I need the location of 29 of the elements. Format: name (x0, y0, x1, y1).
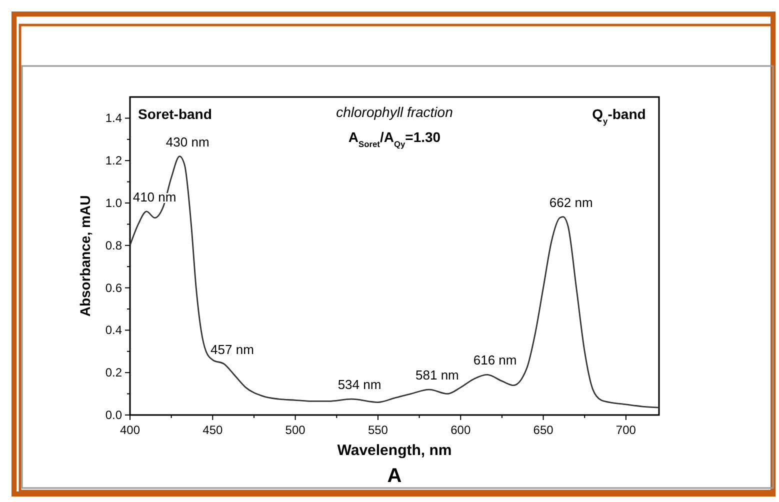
y-tick-label: 1.4 (105, 111, 122, 126)
x-tick-label: 600 (450, 423, 471, 437)
x-tick-label: 500 (285, 423, 306, 437)
x-axis-title: Wavelength, nm (337, 442, 452, 459)
line-series (129, 156, 660, 408)
annotation: 457 nm (210, 342, 254, 358)
y-tick-label: 0.2 (105, 366, 122, 380)
x-tick-label: 450 (202, 423, 223, 437)
text: A (387, 465, 402, 487)
annotation: 581 nm (416, 368, 459, 383)
annotation: 662 nm (549, 194, 593, 210)
annotation: Soret-band (138, 106, 212, 122)
annotation: 534 nm (338, 377, 382, 392)
annotation: Q$_{y}$-band (592, 106, 646, 126)
text: 0.0 (105, 408, 122, 422)
x-tick-label: 650 (533, 423, 554, 437)
y-tick-label: 1.2 (105, 154, 122, 168)
annotation: A$_{Soret}$/A$_{Qy}$=1.30 (348, 129, 441, 149)
annotation: 616 nm (473, 352, 517, 368)
annotation: 430 nm (166, 134, 210, 150)
x-tick-label: 550 (368, 423, 388, 437)
y-tick-label: 0.4 (105, 323, 122, 338)
y-tick-label: 1.0 (105, 196, 122, 210)
y-axis-title: Absorbance, mAU (77, 195, 93, 317)
annotation: chlorophyll fraction (336, 104, 454, 120)
y-tick-label: 0.6 (105, 280, 122, 295)
y-tick-label: 0.8 (105, 238, 122, 252)
x-tick-label: 700 (616, 423, 636, 437)
x-tick-label: 400 (120, 423, 140, 437)
